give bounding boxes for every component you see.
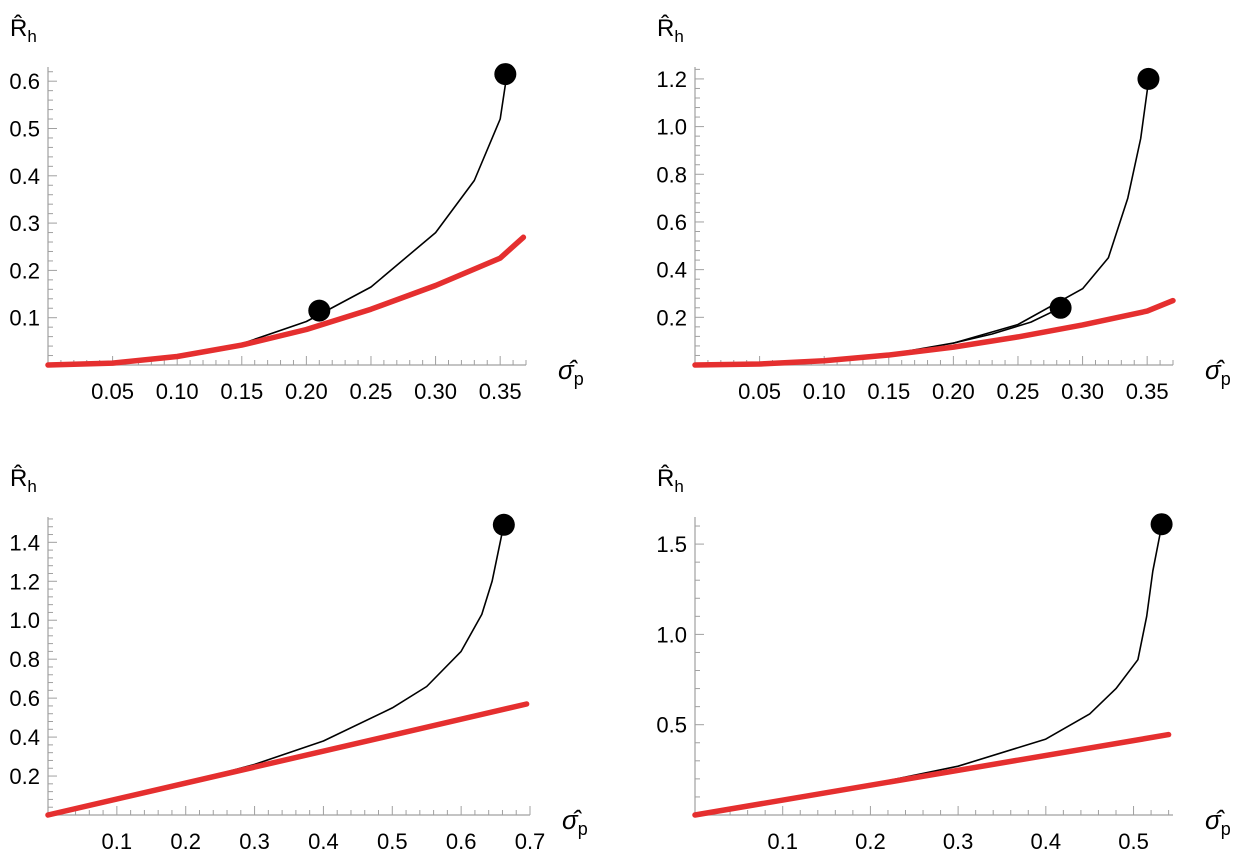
y-tick-label: 0.4: [9, 164, 40, 189]
x-tick-label: 0.15: [867, 379, 910, 404]
y-tick-label: 1.2: [656, 67, 687, 92]
y-tick-label: 1.4: [9, 530, 40, 555]
y-tick-label: 0.5: [9, 116, 40, 141]
y-tick-label: 0.2: [9, 258, 40, 283]
data-point: [494, 63, 517, 86]
x-axis-label: σ̂p: [1205, 805, 1231, 839]
x-tick-label: 0.3: [239, 829, 270, 854]
y-tick-label: 0.6: [656, 210, 687, 235]
series-approx-line: [692, 731, 1172, 818]
panel-top-left: 0.05 0.10 0.15 0.20 0.25 0.30 0.35 0.1 0.2 0.3 0.4…: [9, 14, 583, 404]
y-tick-label: 0.1: [9, 306, 40, 331]
x-tick-label: 0.1: [767, 829, 798, 854]
x-tick-label: 0.15: [220, 379, 263, 404]
x-tick-label: 0.4: [1031, 829, 1062, 854]
y-tick-label: 0.5: [656, 713, 687, 738]
x-tick-label: 0.25: [350, 379, 393, 404]
x-tick-label: 0.30: [1061, 379, 1104, 404]
y-tick-label: 0.3: [9, 211, 40, 236]
series-approx-line: [692, 297, 1176, 368]
data-point: [1137, 67, 1160, 90]
panel-bottom-left: 0.1 0.2 0.3 0.4 0.5 0.6 0.7 0.2 0.4 0.6 0.8 1.0 1.2 1…: [9, 464, 587, 854]
x-tick-label: 0.05: [91, 379, 134, 404]
x-tick-label: 0.3: [943, 829, 974, 854]
x-axis-label: σ̂p: [558, 355, 584, 389]
x-tick-label: 0.05: [738, 379, 781, 404]
series-branch-line: [952, 307, 1062, 344]
x-tick-label: 0.25: [997, 379, 1040, 404]
x-tick-label: 0.5: [377, 829, 408, 854]
y-tick-label: 1.0: [656, 115, 687, 140]
x-axis-label: σ̂p: [1205, 355, 1231, 389]
x-tick-label: 0.2: [170, 829, 201, 854]
y-tick-label: 0.4: [9, 725, 40, 750]
x-tick-label: 0.20: [285, 379, 328, 404]
data-point: [308, 299, 331, 322]
y-tick-label: 0.6: [9, 69, 40, 94]
series-exact-line: [47, 524, 505, 816]
series-exact-line: [694, 80, 1150, 366]
series-approx-line: [45, 234, 527, 368]
y-tick-label: 1.0: [656, 622, 687, 647]
series-approx-line: [45, 701, 530, 818]
y-axis-label: R̂h: [657, 464, 684, 496]
x-tick-label: 0.20: [932, 379, 975, 404]
y-tick-label: 0.4: [656, 258, 687, 283]
y-axis-label: R̂h: [10, 14, 37, 46]
y-tick-label: 0.8: [9, 647, 40, 672]
x-tick-label: 0.1: [102, 829, 133, 854]
y-tick-label: 0.2: [9, 764, 40, 789]
x-tick-label: 0.2: [855, 829, 886, 854]
panel-bottom-right: 0.1 0.2 0.3 0.4 0.5 0.5 1.0 1.5 R̂h σ̂p: [656, 464, 1230, 854]
x-tick-label: 0.35: [1126, 379, 1169, 404]
y-tick-label: 1.0: [9, 608, 40, 633]
y-tick-label: 0.6: [9, 686, 40, 711]
panel-top-right: 0.05 0.10 0.15 0.20 0.25 0.30 0.35 0.2 0.4 0.6 0.8…: [656, 14, 1230, 404]
data-point: [1049, 296, 1072, 319]
y-tick-label: 1.5: [656, 532, 687, 557]
x-tick-label: 0.35: [479, 379, 522, 404]
data-point: [1150, 513, 1173, 536]
x-tick-label: 0.5: [1118, 829, 1149, 854]
y-tick-label: 1.2: [9, 569, 40, 594]
x-tick-label: 0.10: [803, 379, 846, 404]
y-tick-label: 0.2: [656, 305, 687, 330]
x-tick-label: 0.10: [156, 379, 199, 404]
series-exact-line: [694, 525, 1163, 816]
y-tick-label: 0.8: [656, 162, 687, 187]
data-point: [492, 513, 515, 536]
x-tick-label: 0.7: [515, 829, 546, 854]
x-tick-label: 0.30: [414, 379, 457, 404]
x-tick-label: 0.6: [446, 829, 477, 854]
x-tick-label: 0.4: [308, 829, 339, 854]
series-exact-line: [47, 75, 508, 366]
x-axis-label: σ̂p: [562, 805, 588, 839]
y-axis-label: R̂h: [657, 14, 684, 46]
y-axis-label: R̂h: [10, 464, 37, 496]
